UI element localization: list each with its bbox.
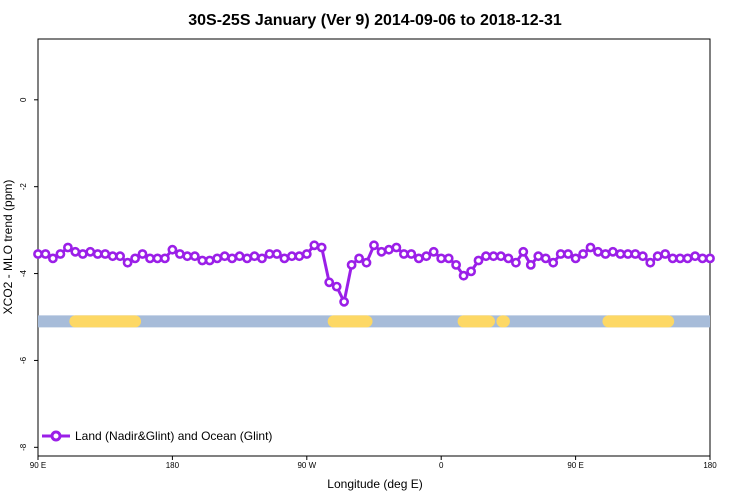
data-point [436, 253, 447, 264]
data-point [421, 251, 432, 262]
data-point [563, 249, 573, 259]
data-point [525, 259, 536, 270]
data-point [294, 251, 305, 262]
legend: Land (Nadir&Glint) and Ocean (Glint) [42, 429, 272, 443]
data-point [413, 253, 424, 264]
data-point [637, 251, 648, 262]
data-point [548, 257, 559, 268]
x-tick-label: 180 [166, 461, 180, 470]
data-point [428, 246, 439, 257]
y-tick-label: -6 [19, 356, 28, 364]
data-point [279, 253, 290, 264]
data-point [48, 253, 58, 264]
data-point [301, 249, 312, 259]
data-point [130, 253, 140, 264]
data-point [40, 249, 51, 259]
data-point [593, 246, 603, 257]
legend-marker [50, 430, 62, 442]
data-point [406, 249, 417, 259]
data-point [271, 249, 282, 259]
data-point [249, 251, 260, 262]
data-point [346, 259, 357, 270]
data-point [227, 253, 237, 264]
data-point [481, 251, 491, 262]
series-layer [33, 240, 715, 307]
data-point [115, 251, 125, 262]
data-point [189, 251, 200, 262]
data-point [540, 253, 551, 264]
data-point [630, 249, 641, 259]
data-point [585, 242, 596, 253]
y-tick-label: 0 [19, 97, 28, 102]
data-point [660, 249, 671, 259]
data-point [615, 249, 626, 259]
data-point [167, 244, 178, 255]
data-point [234, 251, 245, 262]
x-tick-label: 0 [439, 461, 444, 470]
x-tick-label: 90 E [567, 461, 583, 470]
data-point [458, 270, 469, 281]
x-tick-label: 90 E [30, 461, 46, 470]
data-point [645, 257, 656, 268]
data-point [383, 244, 394, 255]
data-point [77, 249, 88, 259]
legend-label: Land (Nadir&Glint) and Ocean (Glint) [75, 429, 272, 443]
x-tick-label: 90 W [297, 461, 316, 470]
data-point [182, 251, 193, 262]
data-point [518, 246, 529, 257]
data-point [369, 240, 379, 251]
data-point [137, 249, 148, 259]
data-point [473, 255, 484, 266]
data-point [55, 249, 66, 259]
y-tick-label: -4 [19, 269, 28, 277]
data-point [212, 253, 223, 264]
data-point [331, 281, 342, 292]
data-point [495, 251, 506, 262]
data-point [33, 249, 43, 259]
data-point [361, 257, 372, 268]
data-point [257, 253, 267, 264]
data-point [339, 296, 349, 307]
y-axis: 0 -2 -4 -6 -8 [19, 97, 38, 451]
plot-frame [37, 38, 711, 457]
y-tick-label: -2 [19, 183, 28, 191]
data-point [145, 253, 155, 264]
y-tick-label: -8 [19, 443, 28, 451]
data-point [578, 249, 588, 259]
data-point [92, 249, 103, 259]
data-point [443, 253, 454, 264]
data-point [354, 253, 364, 264]
data-point [100, 249, 111, 259]
data-point [503, 253, 514, 264]
data-point [697, 253, 708, 264]
data-point [159, 253, 170, 264]
y-axis-label: XCO2 - MLO trend (ppm) [1, 180, 15, 315]
data-point [204, 255, 215, 266]
x-axis: 90 E 180 90 W 0 90 E 180 [30, 456, 717, 470]
data-point [705, 253, 715, 264]
data-point [682, 253, 693, 264]
x-axis-label: Longitude (deg E) [327, 477, 422, 491]
data-point [652, 251, 663, 262]
chart-title: 30S-25S January (Ver 9) 2014-09-06 to 20… [188, 12, 562, 29]
data-point [511, 257, 521, 268]
data-point [122, 257, 133, 268]
data-point [451, 259, 461, 270]
data-point [63, 242, 73, 253]
data-point [466, 266, 476, 277]
data-point [608, 246, 618, 257]
data-point [675, 253, 685, 264]
x-tick-label: 180 [703, 461, 717, 470]
data-point [316, 242, 327, 253]
data-point [324, 277, 335, 288]
data-point [570, 253, 581, 264]
data-point [391, 242, 402, 253]
data-point [70, 246, 81, 257]
